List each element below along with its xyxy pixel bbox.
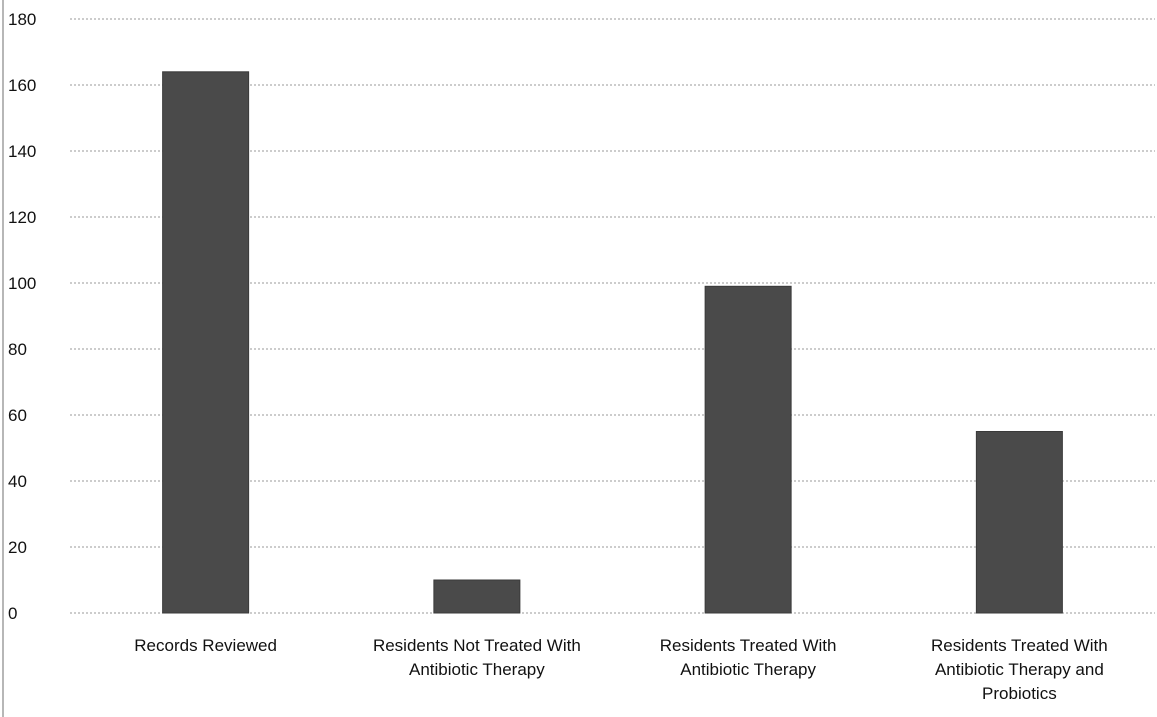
bar-4 xyxy=(975,431,1063,614)
y-tick-label: 80 xyxy=(8,340,27,359)
x-category-label: Residents Treated With Antibiotic Therapy… xyxy=(931,636,1108,703)
y-tick-label: 100 xyxy=(8,274,36,293)
bar-1 xyxy=(162,71,250,614)
y-tick-label: 160 xyxy=(8,76,36,95)
y-tick-label: 20 xyxy=(8,538,27,557)
y-axis-tick-labels: 0 20 40 60 80 100 120 140 160 180 xyxy=(8,10,36,623)
x-category-label-line: Antibiotic Therapy xyxy=(409,660,545,679)
x-category-label-line: Antibiotic Therapy and xyxy=(935,660,1104,679)
x-category-label-line: Residents Treated With xyxy=(931,636,1108,655)
x-category-label-line: Records Reviewed xyxy=(134,636,277,655)
y-tick-label: 0 xyxy=(8,604,17,623)
x-category-label: Records Reviewed xyxy=(134,636,277,655)
bars xyxy=(162,71,1063,614)
x-category-label: Residents Not Treated With Antibiotic The… xyxy=(373,636,581,679)
x-category-label-line: Residents Treated With xyxy=(660,636,837,655)
x-category-label-line: Probiotics xyxy=(982,684,1057,703)
x-category-label: Residents Treated With Antibiotic Therapy xyxy=(660,636,837,679)
y-tick-label: 120 xyxy=(8,208,36,227)
x-category-label-line: Antibiotic Therapy xyxy=(680,660,816,679)
y-tick-label: 140 xyxy=(8,142,36,161)
bar-2 xyxy=(433,579,521,614)
y-tick-label: 60 xyxy=(8,406,27,425)
x-category-label-line: Residents Not Treated With xyxy=(373,636,581,655)
y-tick-label: 180 xyxy=(8,10,36,29)
y-tick-label: 40 xyxy=(8,472,27,491)
bar-3 xyxy=(704,285,792,614)
x-axis-category-labels: Records Reviewed Residents Not Treated Wi… xyxy=(134,636,1107,703)
gridlines xyxy=(70,18,1155,614)
